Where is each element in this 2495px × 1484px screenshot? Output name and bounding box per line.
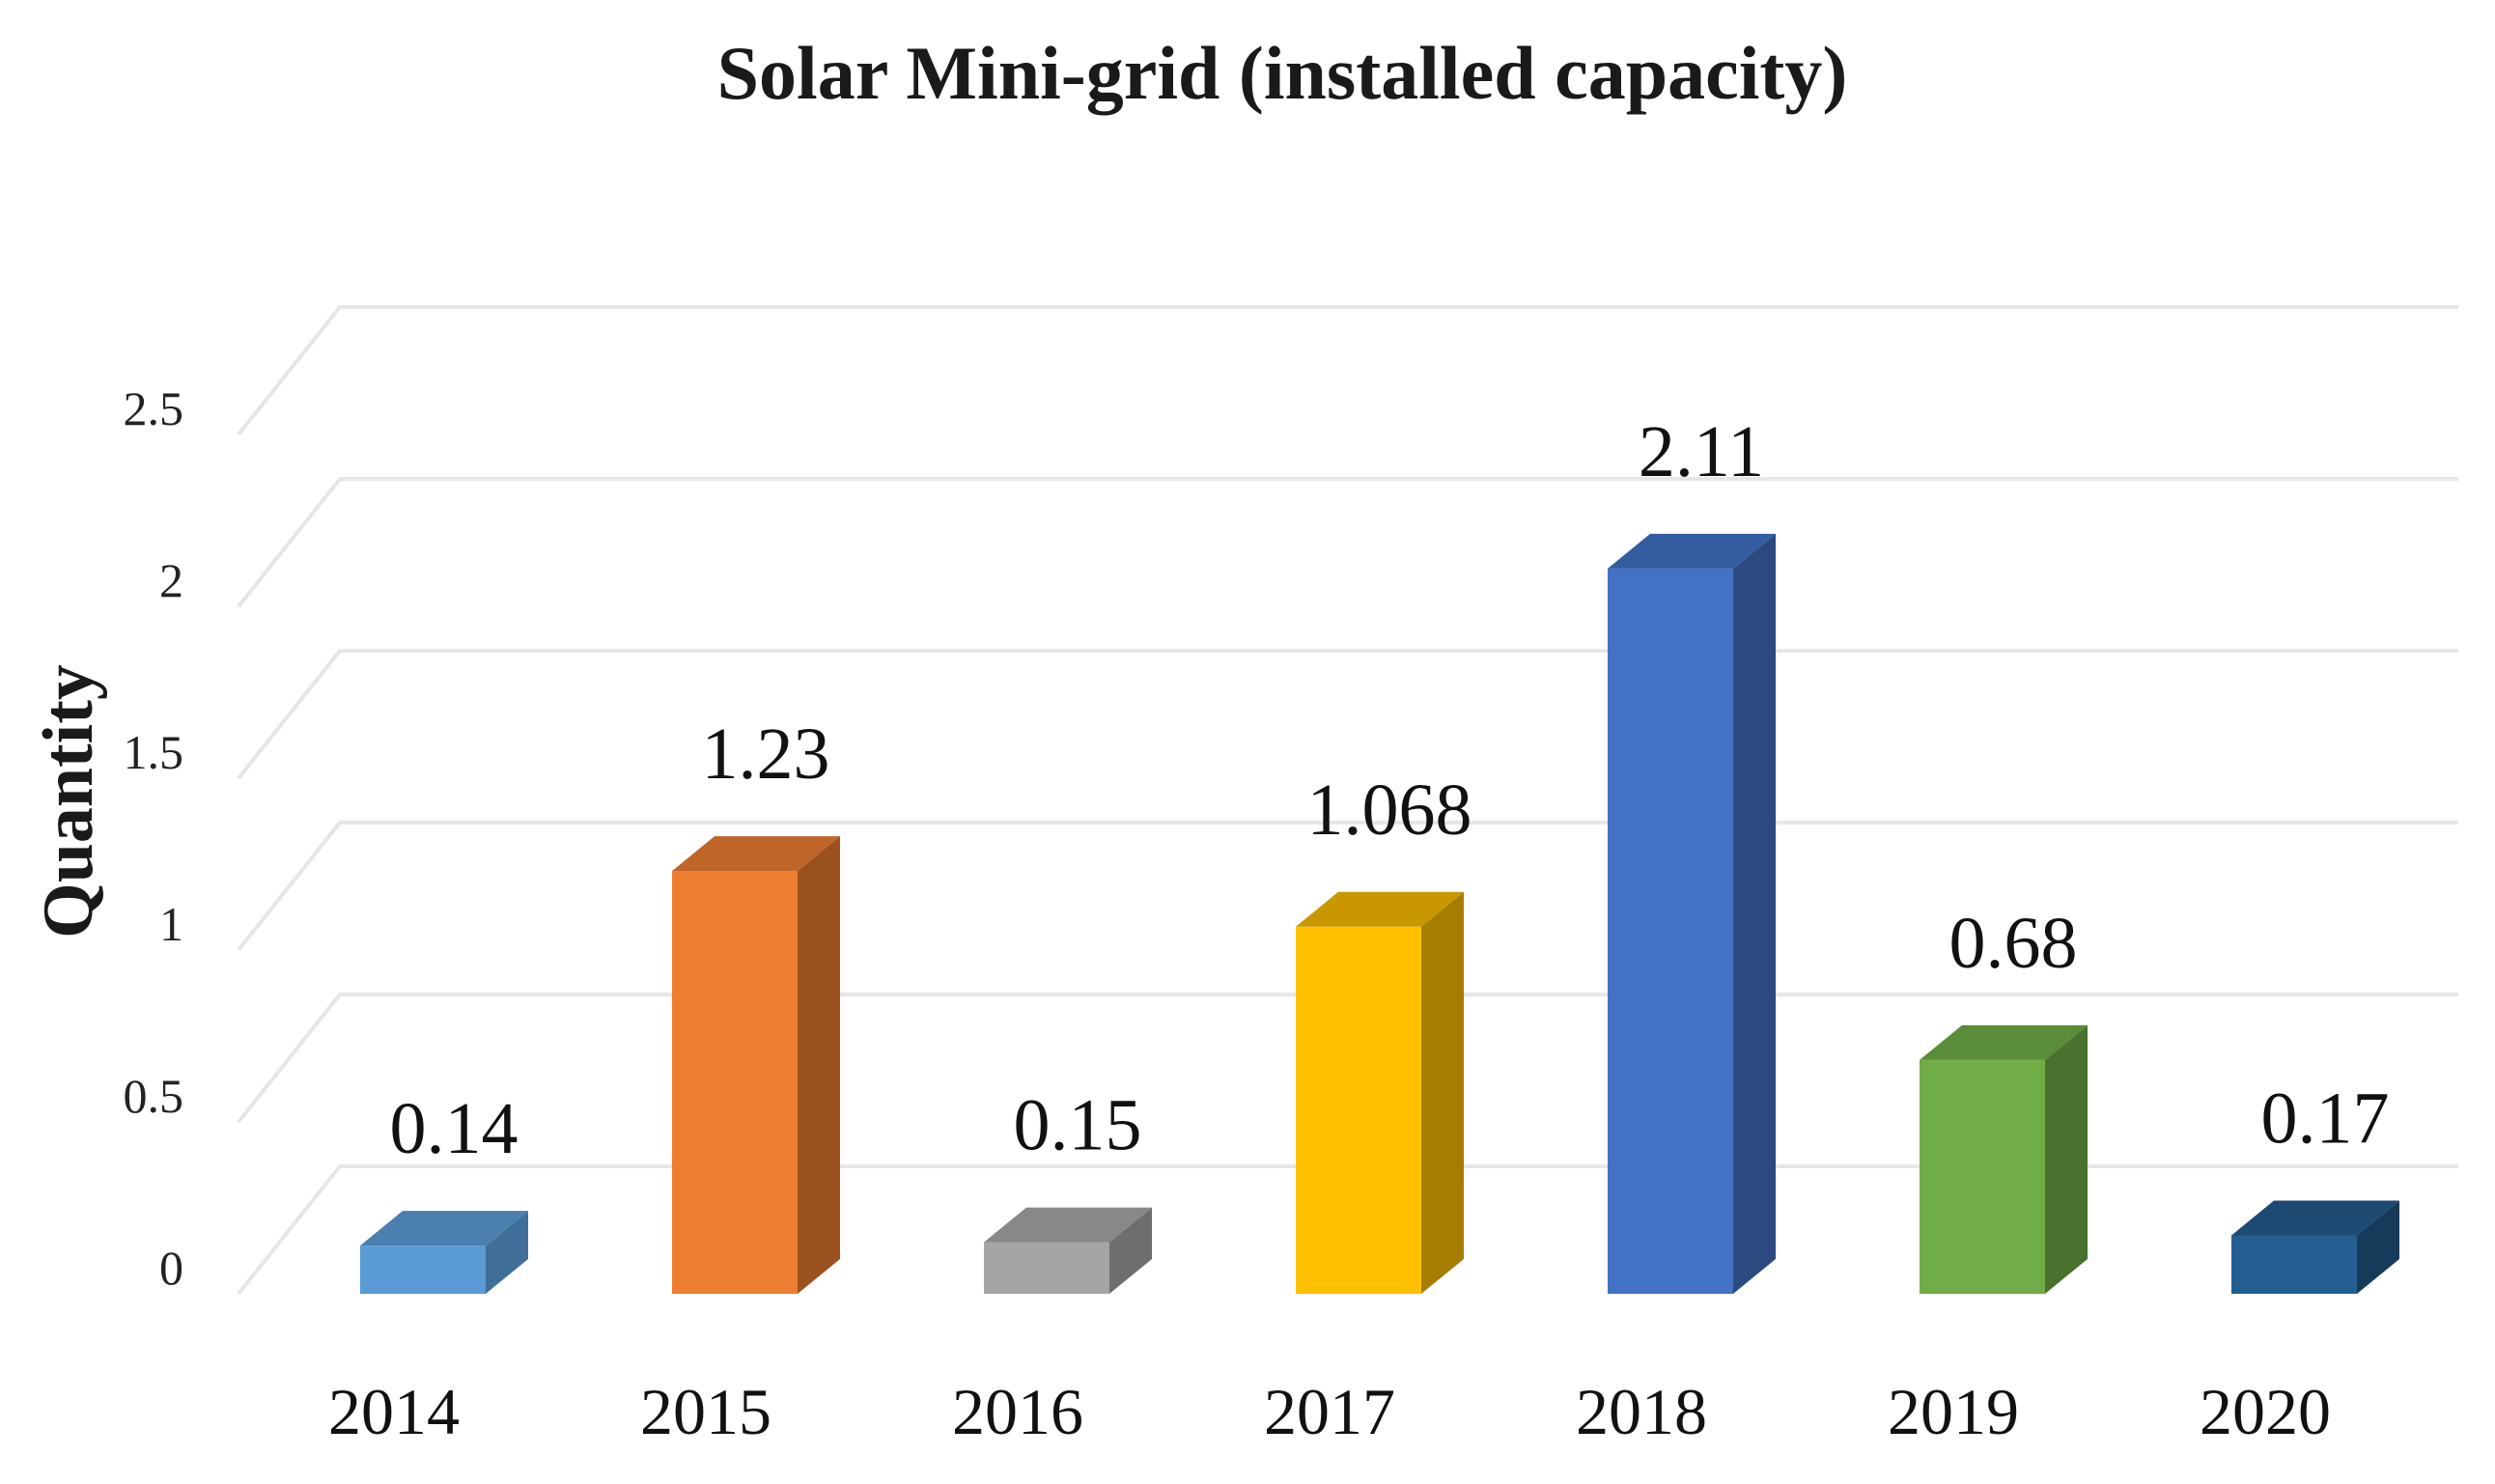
x-tick-label: 2017 <box>1264 1375 1395 1448</box>
bar-side <box>1421 891 1464 1294</box>
bar-top <box>360 1211 528 1246</box>
bar-2014 <box>360 1211 528 1294</box>
bar-front <box>984 1242 1109 1294</box>
gridline <box>237 305 2458 436</box>
data-label: 0.15 <box>1014 1085 1142 1166</box>
x-tick-label: 2018 <box>1576 1375 1707 1448</box>
bar-2018 <box>1608 533 1776 1294</box>
bar-side <box>486 1211 528 1294</box>
bars <box>360 533 2399 1294</box>
bar-top <box>1920 1024 2088 1060</box>
data-label: 1.23 <box>702 714 830 795</box>
bar-front <box>672 871 798 1294</box>
bar-2016 <box>984 1207 1152 1294</box>
bar-2019 <box>1920 1024 2088 1294</box>
bar-side <box>1109 1207 1152 1294</box>
data-label: 2.11 <box>1639 411 1764 492</box>
x-tick-label: 2019 <box>1888 1375 2019 1448</box>
gridline <box>237 649 2458 780</box>
bar-side <box>798 836 840 1294</box>
x-tick-label: 2014 <box>328 1375 460 1448</box>
y-tick-label: 2 <box>159 553 183 607</box>
data-label: 0.68 <box>1949 903 2078 984</box>
y-tick-label: 1 <box>159 897 183 951</box>
bar-front <box>1608 568 1733 1294</box>
bar-2017 <box>1296 891 1464 1294</box>
data-label: 0.17 <box>2261 1078 2390 1159</box>
bar-front <box>1920 1059 2045 1294</box>
bar-side <box>2045 1024 2088 1294</box>
y-tick-label: 0.5 <box>124 1069 184 1123</box>
bar-side <box>2357 1200 2399 1294</box>
bar-top <box>672 836 840 872</box>
bar-top <box>984 1207 1152 1243</box>
x-tick-label: 2016 <box>952 1375 1083 1448</box>
bar-side <box>1733 533 1776 1294</box>
y-tick-label: 0 <box>159 1241 183 1295</box>
data-label: 0.14 <box>390 1088 519 1169</box>
y-tick-label: 2.5 <box>124 381 184 435</box>
bar-front <box>360 1246 486 1294</box>
bar-top <box>2231 1200 2399 1236</box>
x-tick-label: 2015 <box>640 1375 771 1448</box>
x-tick-label: 2020 <box>2200 1375 2331 1448</box>
bar-top <box>1296 891 1464 927</box>
chart-title: Solar Mini-grid (installed capacity) <box>717 31 1848 115</box>
y-axis-label: Quantity <box>29 664 108 938</box>
labels: 0 0.5 1 1.5 2 2.5 0.14 2014 1.23 2015 0.15 2016 1.06… <box>124 381 2390 1448</box>
data-label: 1.068 <box>1307 770 1472 851</box>
gridline <box>237 477 2458 608</box>
bar-2020 <box>2231 1200 2399 1294</box>
bar-top <box>1608 533 1776 569</box>
bar-2015 <box>672 836 840 1294</box>
bar-front <box>2231 1235 2357 1294</box>
y-tick-label: 1.5 <box>124 725 184 779</box>
bar-front <box>1296 926 1421 1294</box>
